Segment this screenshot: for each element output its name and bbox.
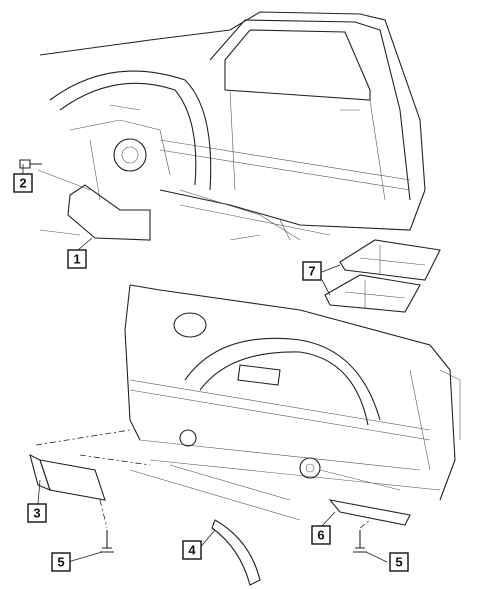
callout-number: 3 [33, 506, 40, 521]
callout-box [302, 261, 322, 281]
callout-box [67, 249, 87, 269]
callout-number: 1 [73, 252, 80, 267]
callout-box [311, 525, 331, 545]
leader-lines [22, 164, 388, 563]
fasteners [19, 159, 367, 553]
callout-number: 7 [308, 264, 315, 279]
cab-illustration [37, 11, 426, 241]
callout-number: 2 [19, 176, 26, 191]
callout-box [389, 552, 409, 572]
callout-number: 5 [395, 555, 402, 570]
callout-box [13, 173, 33, 193]
callout-box [182, 540, 202, 560]
bed-illustration [29, 284, 461, 586]
callout-box [51, 552, 71, 572]
callout-labels: 2 1 7 3 4 6 5 5 [13, 173, 409, 572]
moulding-parts-7 [324, 239, 441, 313]
callout-number: 5 [57, 555, 64, 570]
callout-number: 6 [317, 528, 324, 543]
callout-box [27, 503, 47, 523]
callout-number: 4 [188, 543, 196, 558]
